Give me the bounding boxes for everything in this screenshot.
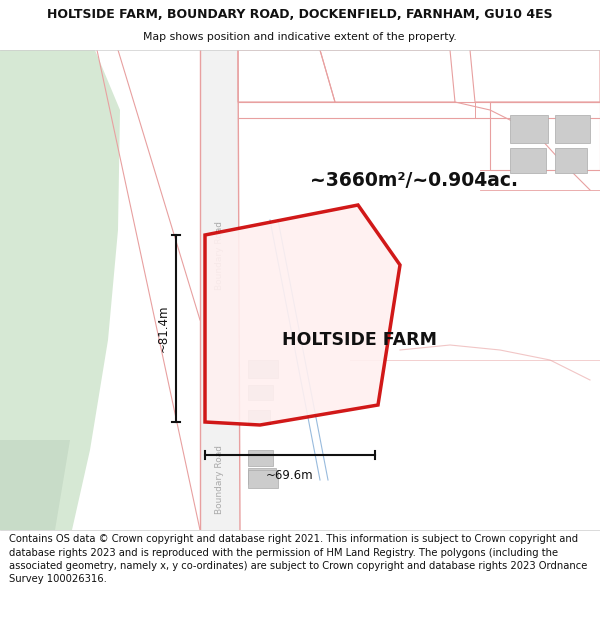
Bar: [510, 148, 546, 173]
Bar: [248, 410, 270, 424]
Bar: [555, 148, 587, 173]
Bar: [555, 115, 590, 143]
Polygon shape: [200, 50, 240, 530]
Bar: [248, 385, 273, 400]
Polygon shape: [0, 50, 120, 530]
Bar: [248, 468, 276, 484]
Text: Boundary Road: Boundary Road: [215, 446, 224, 514]
Text: ~81.4m: ~81.4m: [157, 305, 170, 352]
Bar: [248, 470, 278, 488]
Text: Map shows position and indicative extent of the property.: Map shows position and indicative extent…: [143, 32, 457, 43]
Polygon shape: [205, 205, 400, 425]
Text: ~69.6m: ~69.6m: [266, 469, 314, 482]
Bar: [248, 360, 278, 378]
Text: HOLTSIDE FARM: HOLTSIDE FARM: [283, 331, 437, 349]
Bar: [248, 450, 273, 466]
Text: Boundary Road: Boundary Road: [215, 221, 224, 289]
Bar: [510, 115, 548, 143]
Polygon shape: [0, 440, 70, 530]
Text: HOLTSIDE FARM, BOUNDARY ROAD, DOCKENFIELD, FARNHAM, GU10 4ES: HOLTSIDE FARM, BOUNDARY ROAD, DOCKENFIEL…: [47, 8, 553, 21]
Text: ~3660m²/~0.904ac.: ~3660m²/~0.904ac.: [310, 171, 518, 189]
Text: Contains OS data © Crown copyright and database right 2021. This information is : Contains OS data © Crown copyright and d…: [9, 534, 587, 584]
